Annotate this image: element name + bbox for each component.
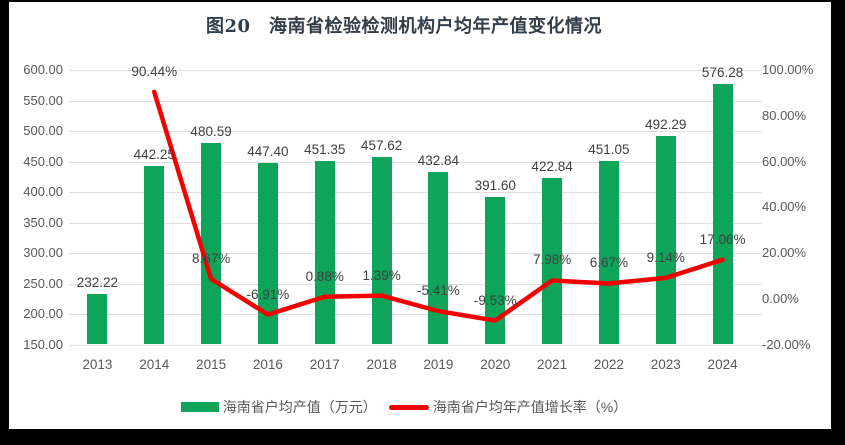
left-axis-tick-label: 150.00 [23,336,63,352]
bar-2019 [428,171,449,345]
x-axis-label-2024: 2024 [707,357,738,372]
line-point-label: -9.53% [473,292,517,308]
bar-value-label: 451.05 [588,141,630,157]
bar-2014 [144,166,165,345]
frame-top [0,0,845,2]
bar-value-label: 451.35 [304,141,346,157]
right-axis-tick-label: 80.00% [762,107,807,123]
legend-item-bar: 海南省户均产值（万元） [180,397,377,417]
bar-value-label: 492.29 [645,116,687,132]
line-point-label: 17.06% [699,231,746,247]
x-axis-label-2022: 2022 [593,357,624,372]
frame-left [0,2,9,430]
gridline [69,100,762,102]
bar-2018 [371,156,392,345]
legend-item-line: 海南省户均年产值增长率（%） [388,397,628,417]
bar-2016 [257,163,278,345]
line-point-label: 9.14% [646,249,685,265]
bar-value-label: 576.28 [701,65,744,81]
gridline [69,344,762,346]
bar-value-label: 457.62 [360,137,403,153]
right-axis-tick-label: 40.00% [762,199,807,215]
left-axis-tick-label: 550.00 [23,92,63,108]
x-axis-label-2021: 2021 [537,357,568,372]
bar-value-label: 422.84 [531,159,573,175]
legend-bar-label: 海南省户均产值（万元） [222,399,377,415]
x-axis-label-2017: 2017 [309,357,340,372]
bar-2022 [598,160,619,345]
gridline [69,70,762,71]
right-axis-tick-label: 60.00% [762,153,807,169]
x-axis-label-2014: 2014 [139,357,170,372]
line-point-label: 6.67% [589,255,629,271]
plot-area: 600.00 550.00 500.00 450.00 400.00 350.00 300.… [9,2,831,429]
left-axis-tick-label: 300.00 [23,245,63,260]
left-axis-tick-label: 350.00 [23,214,63,230]
line-point-label: 7.98% [532,252,572,268]
frame-bottom [0,429,845,445]
x-axis-label-2016: 2016 [252,357,283,372]
right-axis-tick-label: -20.00% [762,336,811,352]
chart-title: 图20 海南省检验检测机构户均年产值变化情况 [205,16,603,37]
x-axis-label-2018: 2018 [366,357,397,372]
x-axis-label-2020: 2020 [480,357,511,372]
line-point-label: -5.41% [417,283,460,299]
bar-2017 [314,160,335,345]
left-axis-tick-label: 600.00 [23,62,63,77]
left-axis-tick-label: 250.00 [23,275,63,291]
left-axis-tick-label: 500.00 [23,123,63,138]
bar-value-label: 447.40 [247,144,289,160]
x-axis-label-2013: 2013 [82,357,113,372]
bar-2013 [87,294,108,345]
bar-2015 [201,142,222,345]
bar-value-label: 232.22 [76,275,119,291]
legend-line-swatch-icon [388,404,429,410]
line-point-label: 0.88% [305,268,344,284]
legend-line-label: 海南省户均年产值增长率（%） [432,399,628,415]
line-point-label: 90.44% [131,63,178,79]
left-axis-tick-label: 400.00 [23,184,63,199]
frame-right [831,2,845,430]
bar-value-label: 442.25 [133,147,175,163]
line-point-label: 1.39% [362,267,401,283]
right-axis-tick-label: 100.00% [762,62,814,77]
left-axis-tick-label: 200.00 [23,306,63,321]
chart-page: 图20 海南省检验检测机构户均年产值变化情况 600.00 550.00 500.0… [9,2,831,429]
x-axis-label-2015: 2015 [196,357,227,372]
bar-2020 [485,197,506,345]
bar-2023 [655,135,676,345]
bar-2024 [712,84,733,345]
bar-value-label: 480.59 [190,123,232,139]
right-axis-tick-label: 0.00% [762,290,799,306]
legend-bar-swatch-icon [180,402,219,412]
legend: 海南省户均产值（万元） 海南省户均年产值增长率（%） [9,397,799,417]
bar-value-label: 432.84 [417,152,460,168]
left-axis-tick-label: 450.00 [23,153,63,169]
x-axis-label-2019: 2019 [423,357,454,372]
line-point-label: 8.67% [191,250,231,266]
bar-value-label: 391.60 [474,178,516,194]
x-axis-label-2023: 2023 [650,357,681,372]
line-point-label: -6.91% [246,286,290,302]
right-axis-tick-label: 20.00% [762,245,807,260]
